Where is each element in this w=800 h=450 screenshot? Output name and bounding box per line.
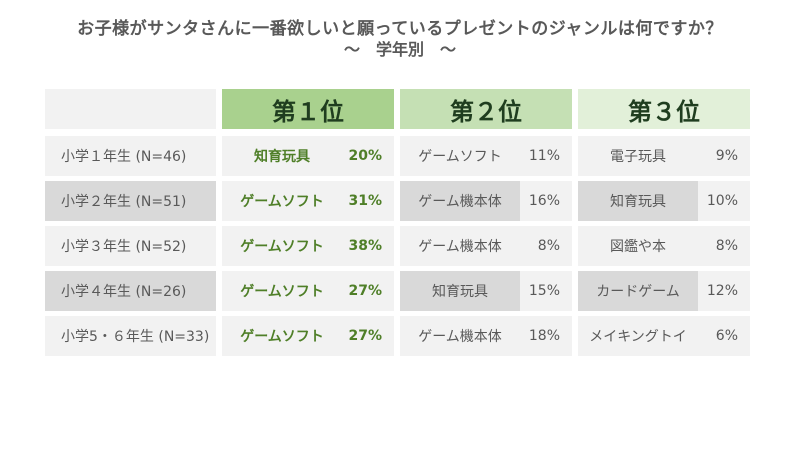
pct-cell-rank2: 11% [520,136,572,176]
genre-cell-rank3: 電子玩具 [578,136,698,176]
pct-cell-rank1: 27% [342,271,394,311]
header-empty-cell [45,89,216,129]
title-block: お子様がサンタさんに一番欲しいと願っているプレゼントのジャンルは何ですか？ 〜 … [0,18,800,60]
genre-cell-rank2: ゲーム機本体 [400,181,520,221]
genre-cell-rank1: ゲームソフト [222,271,342,311]
chart-subtitle: 〜 学年別 〜 [343,40,456,59]
genre-cell-rank3: カードゲーム [578,271,698,311]
group-label: 小学１年生 (N=46) [45,136,216,176]
group-label: 小学5・６年生 (N=33) [45,316,216,356]
pct-cell-rank1: 31% [342,181,394,221]
pct-cell-rank2: 16% [520,181,572,221]
group-label: 小学３年生 (N=52) [45,226,216,266]
genre-cell-rank3: 図鑑や本 [578,226,698,266]
pct-cell-rank1: 27% [342,316,394,356]
group-label: 小学２年生 (N=51) [45,181,216,221]
chart-title: お子様がサンタさんに一番欲しいと願っているプレゼントのジャンルは何ですか？ [77,19,723,39]
genre-cell-rank1: ゲームソフト [222,316,342,356]
pct-cell-rank3: 9% [698,136,750,176]
pct-cell-rank1: 20% [342,136,394,176]
pct-cell-rank3: 6% [698,316,750,356]
rank-header-3: 第３位 [578,89,750,129]
rank-header-2: 第２位 [400,89,572,129]
rank-header-1: 第１位 [222,89,394,129]
genre-cell-rank3: 知育玩具 [578,181,698,221]
genre-cell-rank2: ゲーム機本体 [400,226,520,266]
genre-cell-rank1: ゲームソフト [222,181,342,221]
genre-cell-rank3: メイキングトイ [578,316,698,356]
genre-cell-rank2: 知育玩具 [400,271,520,311]
pct-cell-rank3: 8% [698,226,750,266]
pct-cell-rank2: 8% [520,226,572,266]
genre-cell-rank1: 知育玩具 [222,136,342,176]
group-label: 小学４年生 (N=26) [45,271,216,311]
pct-cell-rank1: 38% [342,226,394,266]
pct-cell-rank2: 18% [520,316,572,356]
pct-cell-rank2: 15% [520,271,572,311]
pct-cell-rank3: 12% [698,271,750,311]
genre-cell-rank2: ゲーム機本体 [400,316,520,356]
genre-cell-rank2: ゲームソフト [400,136,520,176]
genre-cell-rank1: ゲームソフト [222,226,342,266]
pct-cell-rank3: 10% [698,181,750,221]
